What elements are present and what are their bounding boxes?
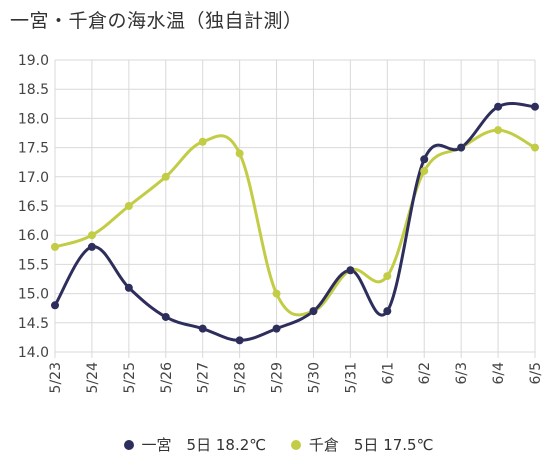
data-point-chikura bbox=[124, 202, 133, 210]
legend-marker-ichinomiya bbox=[123, 439, 134, 450]
x-tick-label: 5/31 bbox=[343, 362, 359, 393]
x-tick-label: 6/4 bbox=[491, 362, 507, 385]
data-point-chikura bbox=[51, 242, 59, 251]
data-point-chikura bbox=[198, 137, 207, 146]
data-point-ichinomiya bbox=[420, 155, 429, 164]
x-tick-label: 5/29 bbox=[270, 362, 286, 393]
data-point-ichinomiya bbox=[494, 102, 503, 111]
x-tick-label: 5/26 bbox=[159, 362, 175, 394]
data-point-chikura bbox=[531, 143, 539, 152]
data-point-ichinomiya bbox=[457, 143, 466, 152]
y-tick-label: 18.5 bbox=[18, 82, 49, 98]
y-tick-label: 19.0 bbox=[18, 53, 49, 69]
data-point-ichinomiya bbox=[272, 324, 281, 333]
data-point-ichinomiya bbox=[87, 242, 96, 251]
legend-marker-chikura bbox=[290, 439, 301, 450]
y-tick-label: 17.0 bbox=[18, 170, 49, 186]
series-line-chikura bbox=[53, 128, 537, 317]
legend-label-chikura: 千倉 5日 17.5℃ bbox=[308, 436, 434, 454]
x-tick-label: 6/3 bbox=[454, 362, 470, 385]
y-tick-label: 16.0 bbox=[18, 228, 49, 244]
x-tick-label: 5/28 bbox=[233, 362, 249, 393]
y-tick-label: 15.0 bbox=[18, 287, 49, 303]
data-point-chikura bbox=[235, 149, 244, 158]
series-line-ichinomiya bbox=[53, 101, 537, 342]
legend-item-ichinomiya[interactable]: 一宮 5日 18.2℃ bbox=[123, 434, 267, 455]
data-point-ichinomiya bbox=[309, 307, 318, 316]
y-tick-label: 16.5 bbox=[18, 199, 49, 215]
x-tick-label: 5/25 bbox=[122, 362, 138, 393]
data-point-chikura bbox=[420, 166, 429, 175]
x-tick-label: 6/1 bbox=[380, 362, 396, 385]
data-point-ichinomiya bbox=[51, 301, 59, 310]
data-point-ichinomiya bbox=[383, 307, 392, 316]
data-point-chikura bbox=[494, 126, 503, 135]
series-points bbox=[51, 102, 539, 345]
data-point-ichinomiya bbox=[198, 324, 207, 333]
data-point-ichinomiya bbox=[235, 336, 244, 345]
y-tick-label: 17.5 bbox=[18, 141, 49, 157]
x-tick-label: 5/24 bbox=[85, 362, 101, 394]
y-tick-label: 14.0 bbox=[18, 345, 49, 361]
data-point-chikura bbox=[272, 289, 281, 298]
y-tick-label: 14.5 bbox=[18, 316, 49, 332]
chart-title: 一宮・千倉の海水温（独自計測） bbox=[10, 10, 303, 32]
x-axis: 5/23 5/24 5/25 5/26 5/27 5/28 5/29 5/30 5/31 6/1 6… bbox=[48, 362, 544, 394]
legend-item-chikura[interactable]: 千倉 5日 17.5℃ bbox=[290, 434, 434, 455]
legend: 一宮 5日 18.2℃ 千倉 5日 17.5℃ bbox=[0, 434, 557, 455]
x-tick-label: 5/23 bbox=[48, 362, 64, 393]
legend-label-ichinomiya: 一宮 5日 18.2℃ bbox=[141, 436, 267, 454]
y-tick-label: 15.5 bbox=[18, 257, 49, 273]
data-point-ichinomiya bbox=[161, 312, 170, 321]
series-lines bbox=[53, 101, 537, 342]
data-point-chikura bbox=[87, 231, 96, 240]
data-point-ichinomiya bbox=[346, 266, 355, 275]
data-point-chikura bbox=[383, 272, 392, 281]
x-tick-label: 6/5 bbox=[528, 362, 544, 385]
data-point-ichinomiya bbox=[531, 102, 539, 111]
x-tick-label: 5/30 bbox=[306, 362, 322, 393]
y-tick-label: 18.0 bbox=[18, 111, 49, 127]
data-point-chikura bbox=[161, 172, 170, 181]
y-axis: 14.0 14.5 15.0 15.5 16.0 16.5 17.0 17.5 18.0 18.5… bbox=[18, 53, 49, 361]
data-point-ichinomiya bbox=[124, 283, 133, 292]
x-tick-label: 6/2 bbox=[417, 362, 433, 385]
x-tick-label: 5/27 bbox=[196, 362, 212, 393]
